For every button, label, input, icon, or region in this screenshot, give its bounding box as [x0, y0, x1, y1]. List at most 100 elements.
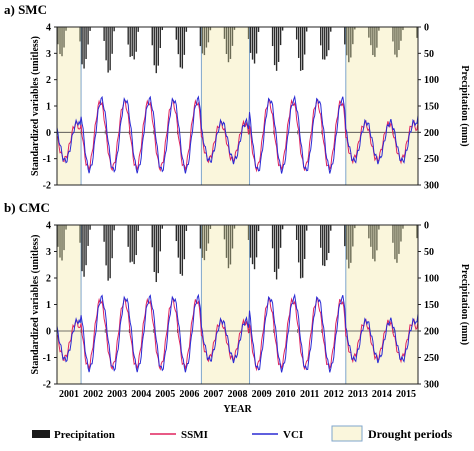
precipitation-bar	[111, 27, 112, 54]
precipitation-bar	[328, 225, 329, 253]
precipitation-bar	[178, 225, 179, 258]
precipitation-bar	[154, 27, 155, 65]
precipitation-bar	[127, 27, 128, 45]
precipitation-bar	[113, 27, 114, 31]
precipitation-bar	[374, 225, 375, 261]
y-tick-label: 0	[46, 128, 51, 139]
precipitation-bar	[202, 225, 203, 258]
precipitation-bar	[61, 225, 62, 260]
precipitation-bar	[298, 27, 299, 58]
y2-tick-label: 150	[424, 102, 439, 113]
precipitation-bar	[130, 27, 131, 57]
panel-label: b) CMC	[4, 200, 50, 215]
precipitation-bar	[208, 225, 209, 243]
precipitation-bar	[85, 27, 86, 59]
precipitation-bar	[202, 27, 203, 53]
precipitation-bar	[306, 225, 307, 231]
precipitation-bar	[392, 27, 393, 41]
precipitation-bar	[276, 225, 277, 279]
precipitation-bar	[330, 225, 331, 231]
precipitation-bar	[258, 27, 259, 32]
precipitation-bar	[160, 27, 161, 48]
x-tick-label: 2002	[83, 389, 103, 400]
precipitation-bar	[103, 27, 104, 41]
precipitation-bar	[109, 27, 110, 70]
precipitation-bar	[59, 225, 60, 258]
precipitation-bar	[372, 27, 373, 55]
precipitation-bar	[396, 225, 397, 263]
precipitation-bar	[113, 225, 114, 230]
precipitation-bar	[109, 225, 110, 278]
precipitation-bar	[79, 27, 80, 41]
precipitation-bar	[138, 27, 139, 32]
precipitation-bar	[324, 225, 325, 266]
drought-period	[346, 27, 418, 185]
precipitation-bar	[230, 225, 231, 264]
precipitation-bar	[226, 27, 227, 54]
precipitation-bar	[322, 225, 323, 265]
y2-tick-label: 0	[424, 23, 429, 34]
precipitation-bar	[89, 225, 90, 230]
precipitation-bar	[182, 225, 183, 276]
precipitation-bar	[59, 27, 60, 54]
precipitation-bar	[158, 225, 159, 273]
precipitation-bar	[330, 27, 331, 32]
x-tick-label: 2014	[372, 389, 392, 400]
precipitation-bar	[328, 27, 329, 50]
x-tick-label: 2004	[131, 389, 151, 400]
precipitation-bar	[416, 225, 417, 238]
y2-tick-label: 250	[424, 353, 439, 364]
precipitation-bar	[280, 225, 281, 248]
precipitation-bar	[63, 27, 64, 48]
precipitation-bar	[81, 225, 82, 271]
precipitation-bar	[278, 225, 279, 269]
x-tick-label: 2003	[107, 389, 127, 400]
x-tick-label: 2006	[179, 389, 199, 400]
x-tick-label: 2007	[203, 389, 223, 400]
precipitation-bar	[344, 225, 345, 246]
precipitation-bar	[352, 27, 353, 44]
legend-precipitation-swatch	[32, 430, 50, 438]
precipitation-bar	[154, 225, 155, 272]
precipitation-bar	[178, 27, 179, 54]
precipitation-bar	[138, 225, 139, 231]
precipitation-bar	[398, 27, 399, 50]
precipitation-bar	[162, 225, 163, 229]
precipitation-bar	[182, 27, 183, 69]
precipitation-bar	[254, 225, 255, 269]
legend-drought-swatch	[332, 426, 362, 441]
precipitation-bar	[400, 225, 401, 242]
precipitation-bar	[224, 27, 225, 39]
precipitation-bar	[210, 225, 211, 229]
y-tick-label: 4	[46, 23, 51, 34]
precipitation-bar	[87, 225, 88, 246]
precipitation-bar	[298, 225, 299, 262]
precipitation-bar	[152, 225, 153, 247]
precipitation-bar	[278, 27, 279, 62]
precipitation-bar	[176, 225, 177, 241]
legend-drought-label: Drought periods	[368, 427, 452, 441]
precipitation-bar	[272, 27, 273, 46]
y-tick-label: 3	[46, 49, 51, 60]
y2-axis-label: Precipitation (mm)	[459, 65, 470, 146]
precipitation-bar	[136, 225, 137, 255]
precipitation-bar	[132, 27, 133, 56]
precipitation-bar	[132, 225, 133, 262]
precipitation-bar	[402, 225, 403, 229]
precipitation-bar	[232, 27, 233, 46]
precipitation-bar	[258, 225, 259, 231]
precipitation-bar	[61, 27, 62, 56]
precipitation-bar	[152, 27, 153, 45]
precipitation-bar	[248, 27, 249, 39]
precipitation-bar	[324, 27, 325, 60]
precipitation-bar	[160, 225, 161, 251]
precipitation-bar	[230, 27, 231, 59]
precipitation-bar	[83, 225, 84, 277]
precipitation-bar	[252, 27, 253, 60]
precipitation-bar	[248, 225, 249, 240]
precipitation-bar	[368, 27, 369, 38]
precipitation-bar	[326, 27, 327, 56]
precipitation-bar	[306, 27, 307, 32]
precipitation-bar	[89, 27, 90, 31]
